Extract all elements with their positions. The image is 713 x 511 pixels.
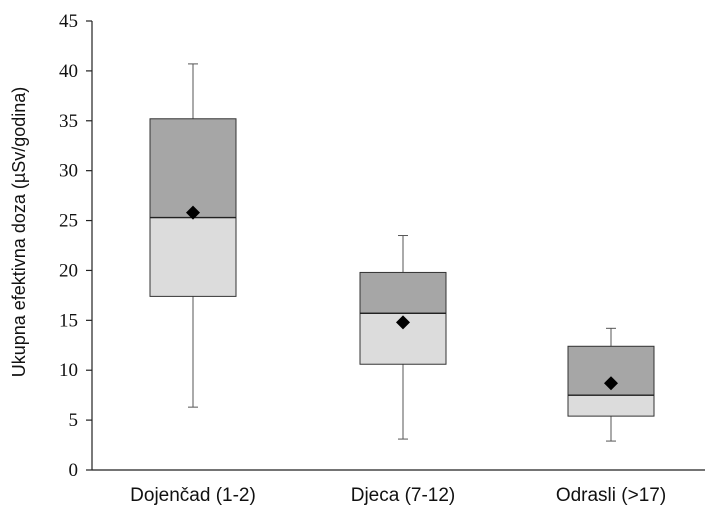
mean-marker [604, 376, 618, 391]
upper-quartile-box [359, 271, 447, 314]
box-1 [149, 63, 237, 408]
y-tick-label: 30 [59, 161, 78, 182]
x-category-label: Dojenčad (1-2) [130, 485, 256, 506]
box-2 [359, 235, 447, 440]
mean-marker [186, 205, 200, 220]
y-tick-label: 15 [59, 310, 78, 331]
y-tick-label: 20 [59, 260, 78, 281]
y-tick-label: 45 [59, 11, 78, 32]
y-tick-label: 0 [69, 460, 79, 481]
y-axis: 0 5 10 15 20 25 30 35 40 45 [59, 11, 93, 481]
box-3 [567, 327, 655, 442]
y-tick-label: 40 [59, 61, 78, 82]
y-tick-label: 25 [59, 211, 78, 232]
box-series [149, 63, 655, 442]
y-tick-label: 35 [59, 111, 78, 132]
x-category-label: Djeca (7-12) [351, 485, 456, 506]
x-axis: Dojenčad (1-2) Djeca (7-12) Odrasli (>17) [92, 469, 705, 506]
lower-quartile-box [567, 394, 655, 417]
y-axis-title: Ukupna efektivna doza (µSv/godina) [9, 87, 29, 378]
mean-marker [396, 315, 410, 330]
y-tick-label: 5 [69, 410, 79, 431]
y-tick-label: 10 [59, 360, 78, 381]
upper-quartile-box [149, 118, 237, 219]
x-category-label: Odrasli (>17) [556, 485, 666, 506]
lower-quartile-box [149, 217, 237, 297]
